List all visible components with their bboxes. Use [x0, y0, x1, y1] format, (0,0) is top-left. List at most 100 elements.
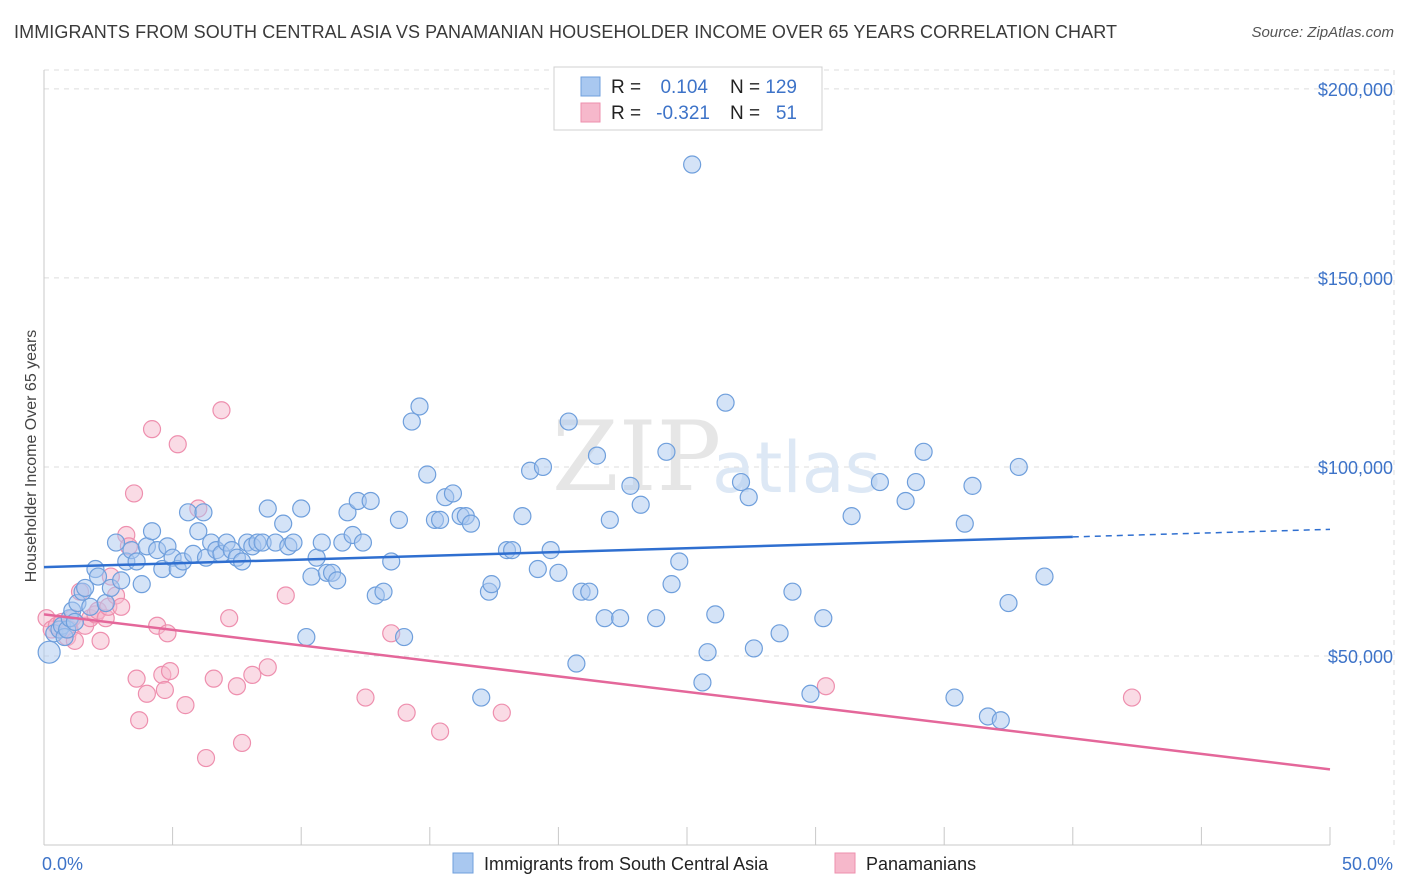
panamanians-point-43: [356, 688, 375, 707]
panamanians-point-30: [160, 661, 180, 681]
panamanians-point-35: [204, 669, 223, 688]
south-central-asia-point-11: [76, 578, 95, 598]
chart-source: Source: ZipAtlas.com: [1251, 24, 1394, 41]
south-central-asia-point-128: [999, 593, 1018, 613]
south-central-asia-point-127: [991, 711, 1010, 730]
south-central-asia-point-70: [394, 627, 414, 647]
south-central-asia-point-104: [662, 575, 681, 594]
panamanians-point-32: [176, 696, 195, 715]
y-tick-label-3: $200,000: [1318, 80, 1393, 100]
south-central-asia-point-129: [1009, 457, 1028, 477]
legend-n-label-1: N =: [730, 77, 760, 98]
south-central-asia-point-89: [533, 457, 553, 477]
south-central-asia-point-14: [88, 567, 108, 586]
legend-swatch-blue: [580, 76, 601, 97]
legend-swatch-pink: [580, 102, 601, 123]
south-central-asia-point-98: [600, 510, 619, 529]
south-central-asia-point-123: [945, 688, 964, 707]
watermark: ZIP atlas: [552, 401, 881, 513]
south-central-asia-point-81: [472, 688, 491, 707]
panamanians-point-41: [258, 658, 277, 677]
south-central-asia-point-55: [307, 548, 326, 567]
legend-n-value-2: 51: [776, 103, 797, 124]
y-tick-label-0: $50,000: [1328, 647, 1393, 667]
panamanians-point-38: [227, 677, 246, 696]
x-tick-labels: 0.0% 50.0%: [42, 854, 1393, 874]
south-central-asia-point-80: [461, 514, 481, 533]
south-central-asia-point-91: [549, 563, 568, 582]
south-central-asia-point-33: [189, 522, 208, 541]
south-central-asia-point-49: [274, 514, 293, 533]
south-central-asia-point-18: [112, 571, 131, 590]
south-central-asia-point-12: [81, 597, 100, 616]
axes: [43, 70, 1331, 846]
south-central-asia-point-8: [65, 612, 84, 632]
south-central-asia-point-56: [312, 533, 331, 552]
south-central-asia-point-85: [503, 541, 522, 560]
south-central-asia-point-96: [587, 446, 607, 465]
south-central-asia-point-75: [430, 510, 450, 529]
y-tick-label-2: $150,000: [1318, 269, 1393, 289]
panamanians-point-31: [168, 435, 187, 454]
trend-lines: [43, 528, 1331, 771]
south-central-asia-point-86: [513, 506, 532, 526]
south-central-asia-point-112: [739, 488, 758, 507]
south-central-asia-point-83: [482, 575, 501, 594]
south-central-asia-point-0: [37, 640, 61, 664]
series-legend-swatch-blue: [452, 852, 474, 874]
panamanians-point-39: [232, 733, 252, 753]
south-central-asia-point-109: [706, 605, 725, 624]
south-central-asia-point-119: [870, 472, 890, 492]
south-central-asia-point-99: [611, 609, 630, 628]
panamanians-point-13: [91, 631, 110, 650]
south-central-asia-point-116: [801, 684, 820, 703]
watermark-zip: ZIP: [552, 401, 721, 513]
south-central-asia-point-97: [595, 609, 614, 628]
south-central-asia-point-101: [631, 495, 650, 514]
south-central-asia-point-103: [657, 442, 676, 461]
south-central-asia-point-118: [842, 506, 861, 526]
series-legend-label-blue: Immigrants from South Central Asia: [484, 854, 769, 874]
chart-title: IMMIGRANTS FROM SOUTH CENTRAL ASIA VS PA…: [14, 22, 1118, 42]
south-central-asia-point-111: [731, 472, 751, 492]
south-central-asia-point-106: [683, 155, 702, 174]
panamanians-point-49: [1122, 688, 1142, 707]
watermark-atlas: atlas: [712, 427, 881, 509]
south-central-asia-point-24: [142, 522, 162, 541]
legend-n-label-2: N =: [730, 103, 760, 124]
panamanians-point-25: [142, 420, 162, 439]
panamanians-point-48: [816, 677, 835, 696]
panamanians-point-34: [196, 748, 216, 768]
panamanians-point-47: [492, 703, 511, 722]
south-central-asia-point-125: [963, 476, 982, 495]
y-tick-labels: $50,000 $100,000 $150,000 $200,000: [1318, 80, 1393, 667]
south-central-asia-point-93: [567, 654, 586, 673]
panamanians-point-37: [220, 609, 239, 628]
south-central-asia-point-67: [374, 582, 393, 601]
south-central-asia-point-22: [132, 575, 151, 594]
south-central-asia-point-64: [353, 533, 373, 552]
panamanians-point-28: [155, 680, 174, 700]
south-central-asia-point-34: [194, 503, 213, 522]
south-central-asia-point-92: [559, 412, 578, 431]
south-central-asia-point-61: [338, 503, 357, 522]
series-legend-label-pink: Panamanians: [866, 854, 976, 874]
south-central-asia-point-105: [670, 552, 689, 571]
panamanians-point-46: [430, 722, 450, 741]
legend-n-value-1: 129: [765, 77, 797, 98]
south-central-asia-point-115: [783, 582, 802, 601]
legend-r-label-1: R =: [611, 77, 641, 98]
panamanians-point-23: [130, 711, 149, 730]
south-central-asia-point-52: [292, 499, 311, 518]
series-legend: Immigrants from South Central Asia Panam…: [452, 852, 976, 874]
correlation-legend: R = 0.104 N = 129 R = -0.321 N = 51: [553, 66, 823, 131]
x-tick-label-1: 50.0%: [1342, 854, 1393, 874]
south-central-asia-point-114: [770, 624, 789, 643]
south-central-asia-point-73: [418, 465, 437, 484]
south-central-asia-point-130: [1035, 567, 1054, 586]
series-south-central-asia: [37, 155, 1054, 730]
panamanians-point-36: [212, 401, 231, 420]
south-central-asia-point-54: [302, 567, 321, 586]
south-central-asia-point-113: [744, 639, 763, 658]
